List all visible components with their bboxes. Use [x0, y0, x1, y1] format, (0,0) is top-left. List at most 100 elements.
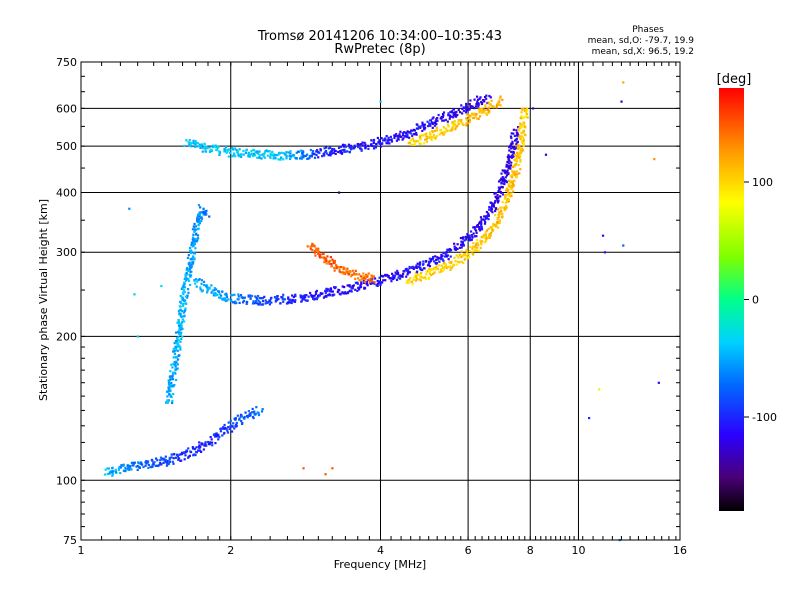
data-point: [500, 177, 503, 180]
data-point: [419, 279, 423, 282]
data-point: [251, 407, 254, 411]
data-point: [513, 179, 516, 182]
data-point: [172, 363, 175, 366]
data-point: [512, 146, 515, 149]
data-point: [306, 153, 309, 156]
data-point: [436, 256, 439, 259]
data-point: [508, 149, 511, 152]
data-point: [272, 154, 275, 158]
data-point: [184, 308, 187, 311]
data-point: [507, 194, 510, 197]
data-point: [178, 326, 181, 329]
data-point: [417, 265, 420, 268]
data-point: [159, 459, 162, 462]
data-point: [120, 464, 123, 467]
data-point: [180, 328, 183, 331]
data-point: [181, 309, 184, 313]
data-point: [367, 147, 370, 150]
data-point: [196, 237, 200, 240]
data-point: [501, 169, 504, 172]
data-point: [209, 149, 212, 152]
data-point: [212, 292, 215, 295]
data-point: [396, 269, 399, 273]
data-point: [252, 152, 256, 155]
data-point: [331, 294, 334, 297]
data-point: [167, 381, 171, 385]
data-point: [198, 143, 201, 146]
data-point: [421, 123, 424, 126]
data-point: [237, 295, 240, 298]
data-point: [476, 246, 479, 249]
data-point: [246, 414, 249, 418]
data-point: [519, 158, 522, 162]
data-point: [207, 442, 210, 446]
data-point: [190, 142, 193, 145]
data-point: [462, 106, 465, 109]
y-tick-label: 500: [56, 140, 77, 153]
data-point: [450, 266, 453, 270]
data-point: [136, 468, 139, 472]
data-point: [461, 112, 464, 115]
data-point: [350, 286, 353, 289]
data-point: [283, 298, 286, 301]
data-point: [209, 435, 212, 439]
data-point: [515, 137, 518, 140]
data-point: [227, 155, 230, 158]
data-point: [215, 145, 218, 148]
data-point: [183, 299, 186, 303]
data-point: [468, 249, 471, 253]
data-point: [359, 275, 363, 278]
data-point: [468, 119, 472, 122]
data-point: [402, 270, 405, 273]
data-point: [507, 200, 511, 203]
data-point: [343, 272, 347, 276]
data-point: [128, 207, 131, 210]
data-point: [324, 473, 327, 476]
data-point: [268, 299, 271, 302]
data-point: [462, 236, 465, 239]
data-point: [485, 229, 489, 232]
data-point: [432, 116, 435, 119]
data-point: [132, 463, 135, 466]
data-point: [493, 192, 496, 195]
data-point: [360, 278, 363, 281]
data-point: [184, 450, 188, 453]
data-point: [453, 123, 456, 126]
data-point: [164, 461, 167, 464]
data-point: [217, 290, 220, 293]
data-point: [459, 111, 462, 114]
data-point: [510, 136, 513, 140]
data-point: [247, 152, 250, 156]
data-point: [129, 467, 132, 470]
data-point: [451, 115, 454, 118]
data-point: [176, 330, 180, 334]
data-point: [200, 143, 204, 146]
data-point: [505, 206, 508, 209]
data-point: [174, 345, 177, 348]
data-point: [176, 341, 179, 345]
data-point: [480, 220, 483, 223]
data-point: [512, 184, 515, 188]
data-point: [333, 266, 336, 270]
x-tick-label: 2: [227, 544, 234, 557]
data-point: [173, 352, 177, 355]
data-point: [259, 303, 262, 306]
data-point: [476, 242, 479, 245]
chart-title: Tromsø 20141206 10:34:00–10:35:43: [257, 29, 502, 44]
data-point: [490, 99, 493, 102]
data-point: [318, 256, 322, 259]
data-point: [366, 275, 369, 278]
data-point: [370, 139, 373, 142]
data-point: [177, 457, 181, 460]
data-point: [342, 145, 346, 148]
data-point: [174, 331, 178, 334]
data-point: [277, 153, 280, 156]
data-point: [217, 438, 220, 441]
data-point: [435, 126, 438, 129]
data-point: [358, 286, 361, 289]
data-point: [281, 298, 284, 301]
data-point: [503, 208, 506, 211]
data-point: [394, 271, 397, 274]
data-point: [348, 146, 351, 149]
data-point: [372, 140, 375, 143]
